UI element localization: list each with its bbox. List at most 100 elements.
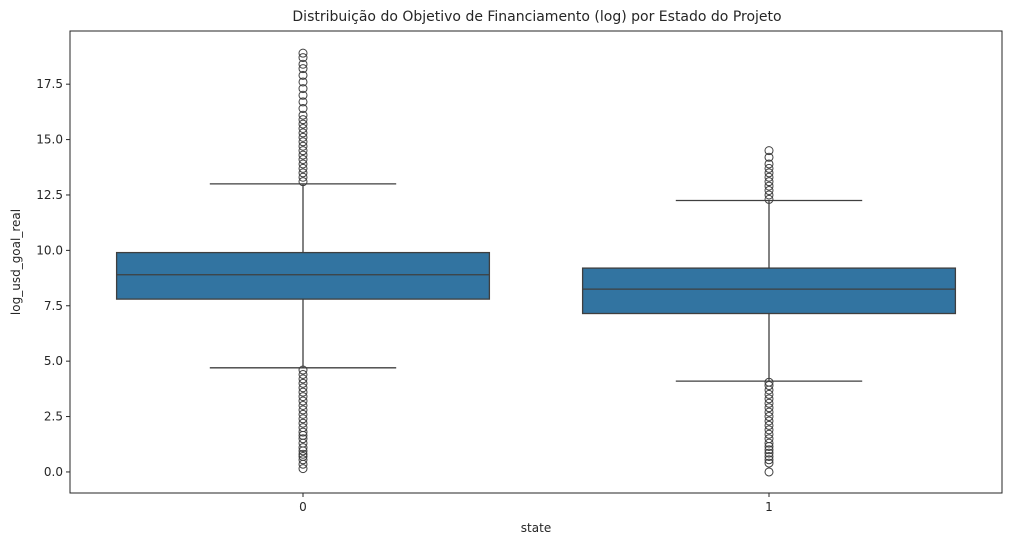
y-axis: 0.0 2.5 5.0 7.5 10.0 12.5 15.0 17.5 [36,77,70,479]
outlier-point [764,455,774,465]
outlier-point [298,414,308,424]
box-iqr [115,251,491,300]
outlier-point [298,48,308,58]
outlier-point [764,168,774,178]
outlier-point [764,181,774,191]
outlier-point [298,110,308,120]
x-tick-label: 0 [299,500,307,514]
outlier-point [298,443,308,453]
outlier-point [298,159,308,169]
box-group-1 [581,146,957,477]
outlier-point [298,123,308,133]
outlier-point [764,407,774,417]
outlier-point [298,119,308,129]
y-tick-label: 0.0 [44,465,63,479]
outlier-point [298,378,308,388]
outlier-point [298,449,308,459]
outlier-point [764,445,774,455]
outlier-point [764,434,774,444]
y-tick-label: 7.5 [44,299,63,313]
outlier-point [298,137,308,147]
outlier-point [764,416,774,426]
outlier-point [298,90,308,100]
outlier-point [764,425,774,435]
outlier-point [764,438,774,448]
outlier-point [764,172,774,182]
outlier-point [764,467,774,477]
outlier-point [298,434,308,444]
outlier-point [764,403,774,413]
outlier-point [298,70,308,80]
outlier-point [764,159,774,169]
outlier-point [764,381,774,391]
outlier-point [298,59,308,69]
outlier-point [764,398,774,408]
outlier-point [298,104,308,114]
box-iqr [581,267,957,315]
outlier-point [764,377,774,387]
outlier-point [298,427,308,437]
outlier-point [764,194,774,204]
outlier-point [298,365,308,375]
outlier-point [298,128,308,138]
outlier-point [764,177,774,187]
outlier-point [764,394,774,404]
outlier-point [298,150,308,160]
outlier-point [764,190,774,200]
outlier-point [298,400,308,410]
box-group-0 [115,48,491,474]
outlier-point [298,115,308,125]
outlier-point [298,177,308,187]
outlier-point [764,163,774,173]
outlier-point [298,423,308,433]
outlier-point [298,405,308,415]
outlier-point [298,97,308,107]
chart-title: Distribuição do Objetivo de Financiament… [292,9,781,25]
outlier-point [298,168,308,178]
outlier-point [764,448,774,458]
y-tick-label: 12.5 [36,188,63,202]
outlier-point [298,383,308,393]
outlier-point [298,369,308,379]
plot-area [115,48,957,477]
y-tick-label: 10.0 [36,243,63,257]
outlier-point [298,455,308,465]
x-axis-label: state [521,521,551,535]
outlier-point [764,389,774,399]
outlier-point [298,396,308,406]
outlier-point [298,172,308,182]
outlier-point [298,132,308,142]
y-tick-label: 17.5 [36,77,63,91]
outlier-point [298,163,308,173]
outlier-point [764,458,774,468]
y-tick-label: 2.5 [44,410,63,424]
x-tick-label: 1 [765,500,773,514]
outlier-point [298,146,308,156]
outlier-point [298,464,308,474]
outlier-point [298,155,308,165]
outlier-point [764,412,774,422]
y-axis-label: log_usd_goal_real [9,209,23,315]
outlier-point [298,418,308,428]
outlier-point [298,374,308,384]
outlier-point [298,451,308,461]
outlier-point [298,53,308,63]
outlier-point [764,451,774,461]
outlier-point [298,64,308,74]
outlier-point [298,141,308,151]
outlier-point [764,152,774,162]
outlier-point [764,420,774,430]
outlier-point [298,392,308,402]
outlier-point [764,429,774,439]
outlier-point [298,387,308,397]
outlier-point [298,84,308,94]
y-tick-label: 15.0 [36,133,63,147]
y-tick-label: 5.0 [44,354,63,368]
outlier-point [298,77,308,87]
outlier-point [298,409,308,419]
outlier-point [764,146,774,156]
outlier-point [764,186,774,196]
axes-frame [69,30,1003,494]
